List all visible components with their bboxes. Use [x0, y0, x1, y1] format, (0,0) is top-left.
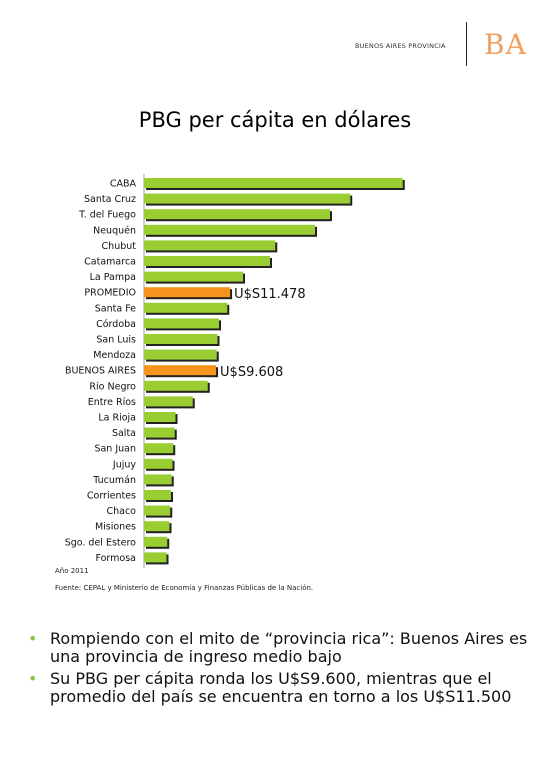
category-label: Neuquén	[93, 225, 136, 236]
category-label: Tucumán	[92, 475, 136, 486]
category-label: CABA	[110, 179, 137, 190]
category-label: San Juan	[94, 444, 136, 455]
bar	[144, 490, 171, 500]
data-label: U$S11.478	[234, 287, 306, 302]
category-label: Santa Fe	[95, 303, 136, 314]
category-label: Chubut	[102, 241, 137, 252]
bar	[144, 224, 315, 235]
category-label: BUENOS AIRES	[65, 366, 136, 377]
bar	[144, 474, 172, 485]
chart-source-note: Fuente: CEPAL y Ministerio de Economía y…	[55, 584, 314, 592]
data-label: U$S9.608	[220, 365, 283, 380]
bullet-dot-icon: •	[28, 669, 38, 688]
category-label: Misiones	[95, 522, 136, 533]
brand-divider	[466, 22, 467, 66]
bar	[144, 193, 351, 204]
bar	[144, 302, 228, 313]
bar	[144, 240, 276, 251]
category-label: Sgo. del Estero	[65, 537, 136, 548]
bar	[144, 396, 193, 407]
bar-highlight	[144, 287, 231, 298]
category-label: Santa Cruz	[84, 194, 136, 205]
category-label: Formosa	[95, 553, 136, 564]
category-label: Chaco	[106, 506, 136, 517]
brand-text: BUENOS AIRES PROVINCIA	[355, 42, 446, 50]
bar	[144, 271, 243, 282]
bullet-text: Rompiendo con el mito de “provincia rica…	[50, 629, 528, 666]
bullet-list: • Rompiendo con el mito de “provincia ri…	[28, 630, 528, 710]
bar	[144, 443, 174, 454]
chart-year-note: Año 2011	[55, 567, 89, 575]
brand-logo: BA	[484, 28, 527, 61]
bar	[144, 178, 403, 188]
bullet-text: Su PBG per cápita ronda los U$S9.600, mi…	[50, 669, 512, 706]
bullet-item: • Rompiendo con el mito de “provincia ri…	[28, 630, 528, 666]
category-label: San Luis	[96, 335, 136, 346]
category-label: T. del Fuego	[78, 210, 136, 221]
bar	[144, 427, 175, 438]
category-label: La Pampa	[90, 272, 136, 283]
category-label: Río Negro	[89, 381, 136, 392]
bar	[144, 349, 217, 360]
bar	[144, 209, 330, 220]
category-label: PROMEDIO	[84, 288, 136, 299]
bar-highlight	[144, 365, 217, 376]
bar	[144, 536, 168, 547]
category-label: Córdoba	[96, 319, 136, 330]
category-label: Corrientes	[87, 491, 136, 502]
bar	[144, 256, 270, 266]
bar	[144, 318, 219, 329]
bar	[144, 505, 171, 516]
category-label: Entre Ríos	[88, 397, 136, 408]
category-label: La Rioja	[98, 413, 136, 424]
bar	[144, 458, 173, 469]
bullet-dot-icon: •	[28, 629, 38, 648]
bar	[144, 412, 176, 422]
bar	[144, 521, 170, 532]
bar-chart: CABA Santa Cruz T. del Fuego Neuquén Chubut C…	[65, 174, 405, 568]
category-label: Salta	[112, 428, 136, 439]
bullet-item: • Su PBG per cápita ronda los U$S9.600, …	[28, 670, 528, 706]
bar	[144, 334, 218, 344]
bar	[144, 552, 167, 563]
category-label: Mendoza	[93, 350, 136, 361]
category-label: Catamarca	[84, 257, 136, 268]
chart-title: PBG per cápita en dólares	[138, 108, 412, 132]
bar	[144, 380, 208, 391]
category-label: Jujuy	[112, 459, 136, 470]
